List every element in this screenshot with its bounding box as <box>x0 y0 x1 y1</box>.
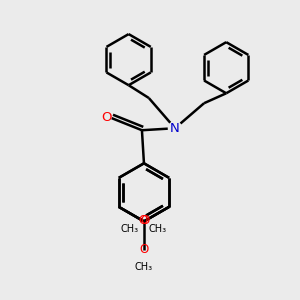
Text: O: O <box>140 214 149 227</box>
Text: O: O <box>101 111 112 124</box>
Text: O: O <box>139 243 148 256</box>
Text: N: N <box>170 122 180 135</box>
Text: O: O <box>139 214 148 227</box>
Text: CH₃: CH₃ <box>121 224 139 235</box>
Text: CH₃: CH₃ <box>149 224 167 235</box>
Text: CH₃: CH₃ <box>135 262 153 272</box>
